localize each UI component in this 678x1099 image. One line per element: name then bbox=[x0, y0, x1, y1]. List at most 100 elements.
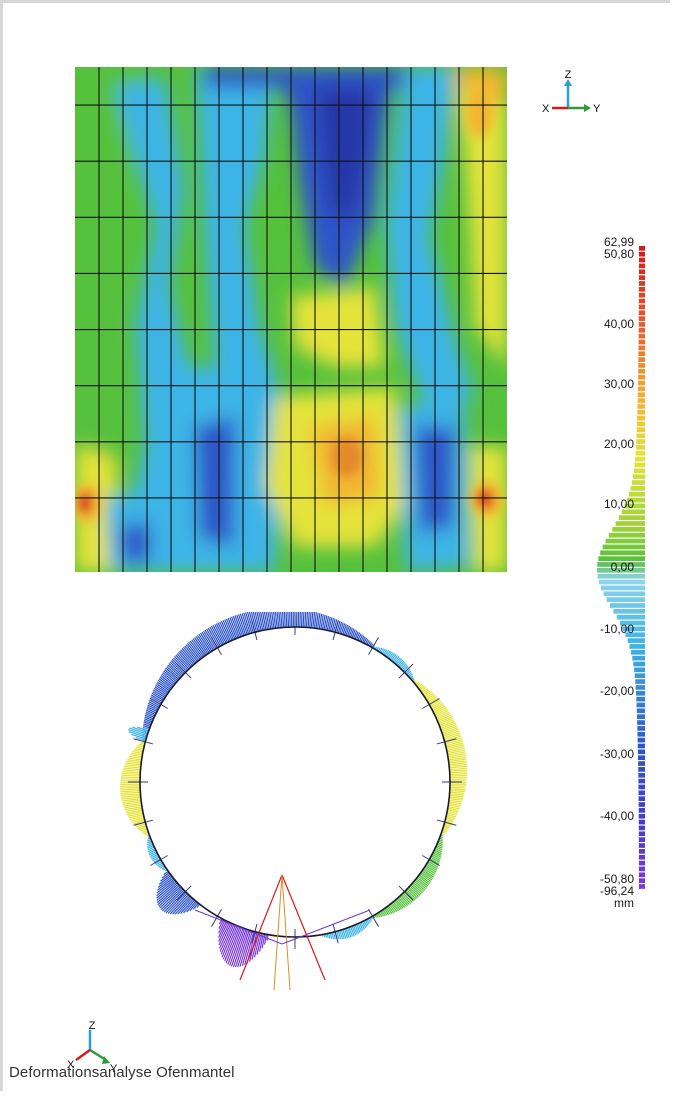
scale-label-minus-40: -40,00 bbox=[599, 809, 634, 823]
scale-bar bbox=[613, 608, 645, 614]
scale-bar bbox=[602, 544, 645, 550]
scale-bar bbox=[630, 486, 645, 491]
deformation-vector bbox=[446, 744, 464, 750]
deformation-vector bbox=[315, 612, 319, 629]
deformation-vector bbox=[263, 934, 268, 945]
deformation-vector bbox=[181, 648, 196, 664]
deformation-vector bbox=[421, 870, 434, 879]
deformation-vector bbox=[429, 698, 440, 706]
deformation-vector bbox=[132, 750, 143, 755]
deformation-vector bbox=[156, 878, 175, 894]
deformation-vector bbox=[417, 683, 423, 688]
heatmap-grid bbox=[75, 67, 507, 572]
deformation-vector bbox=[396, 898, 406, 908]
deformation-vector bbox=[165, 891, 187, 914]
deformation-vector bbox=[307, 610, 310, 628]
deformation-vector bbox=[364, 919, 369, 926]
deformation-vector bbox=[438, 717, 454, 725]
deformation-hatching bbox=[120, 607, 468, 968]
deformation-vector bbox=[187, 643, 201, 660]
deformation-vector bbox=[252, 610, 259, 632]
deformation-vector bbox=[123, 802, 142, 807]
deformation-vector bbox=[239, 613, 248, 635]
scale-bar bbox=[598, 579, 645, 585]
deformation-vector bbox=[424, 692, 434, 699]
deformation-vector bbox=[143, 719, 152, 724]
deformation-vector bbox=[162, 889, 185, 912]
deformation-vector bbox=[184, 645, 198, 662]
scale-bar bbox=[637, 726, 645, 731]
deformation-vector bbox=[427, 860, 439, 868]
deformation-vector bbox=[443, 733, 461, 740]
deformation-vector bbox=[389, 653, 396, 660]
deformation-vector bbox=[232, 928, 247, 968]
deformation-vector bbox=[395, 899, 404, 909]
deformation-vector bbox=[397, 897, 407, 907]
scale-bar bbox=[637, 731, 645, 737]
deformation-vector bbox=[312, 611, 316, 629]
deformation-vector bbox=[175, 654, 190, 670]
deformation-vector bbox=[439, 719, 455, 727]
deformation-vector bbox=[163, 890, 186, 913]
scale-bar bbox=[638, 837, 645, 842]
deformation-vector bbox=[209, 626, 221, 647]
scale-bar bbox=[637, 386, 645, 392]
deformation-vector bbox=[331, 618, 336, 632]
scale-bar bbox=[633, 661, 645, 667]
deformation-vector bbox=[236, 614, 245, 636]
deformation-vector bbox=[394, 657, 401, 664]
deformation-vector bbox=[197, 634, 210, 654]
scale-bar bbox=[638, 327, 645, 333]
deformation-vector bbox=[412, 882, 425, 892]
deformation-vector bbox=[183, 899, 195, 914]
heatmap-hotspots bbox=[75, 87, 503, 523]
scale-bar bbox=[638, 333, 645, 339]
scale-bar bbox=[638, 790, 645, 796]
scale-bar bbox=[637, 743, 645, 749]
deformation-vector bbox=[400, 663, 407, 670]
deformation-vector bbox=[395, 658, 402, 666]
deformation-vector bbox=[363, 920, 368, 927]
deformation-vector bbox=[159, 676, 173, 688]
deformation-vector bbox=[166, 666, 181, 679]
deformation-vector bbox=[424, 691, 432, 698]
scale-bar bbox=[638, 304, 645, 310]
deformation-vector bbox=[409, 885, 421, 896]
scale-bar bbox=[637, 720, 645, 725]
scale-bar bbox=[638, 269, 645, 275]
deformation-vector bbox=[435, 711, 450, 719]
scale-label-minus-30: -30,00 bbox=[599, 747, 634, 761]
deformation-vector bbox=[349, 926, 355, 937]
deformation-vector bbox=[356, 632, 361, 640]
deformation-vector bbox=[229, 927, 244, 966]
deformation-vector bbox=[389, 904, 396, 913]
scale-bar bbox=[615, 521, 645, 526]
deformation-vector bbox=[132, 818, 145, 824]
deformation-vector bbox=[317, 613, 321, 629]
radial-tick bbox=[368, 637, 379, 655]
radial-tick bbox=[436, 819, 457, 826]
scale-bar bbox=[638, 357, 645, 362]
deformation-vector bbox=[224, 619, 234, 640]
deformation-vector bbox=[128, 755, 142, 759]
radial-tick bbox=[150, 855, 168, 866]
deformation-vector bbox=[218, 920, 226, 934]
deformation-vector bbox=[239, 930, 252, 967]
scale-bar bbox=[638, 843, 645, 848]
deformation-vector bbox=[329, 932, 333, 939]
deformation-vector bbox=[191, 639, 205, 657]
deformation-vector bbox=[218, 921, 229, 942]
deformation-vector bbox=[123, 804, 142, 809]
scale-bar bbox=[637, 380, 645, 386]
deformation-vector bbox=[285, 607, 288, 628]
scale-label-max: 62,99 bbox=[603, 235, 634, 249]
scale-bar bbox=[638, 322, 645, 327]
scale-bar bbox=[638, 281, 645, 286]
deformation-vector bbox=[125, 807, 143, 812]
deformation-vector bbox=[120, 790, 141, 793]
deformation-vector bbox=[382, 649, 388, 656]
deformation-vector bbox=[300, 609, 303, 628]
deformation-vector bbox=[155, 684, 169, 695]
deformation-vector bbox=[443, 823, 451, 827]
